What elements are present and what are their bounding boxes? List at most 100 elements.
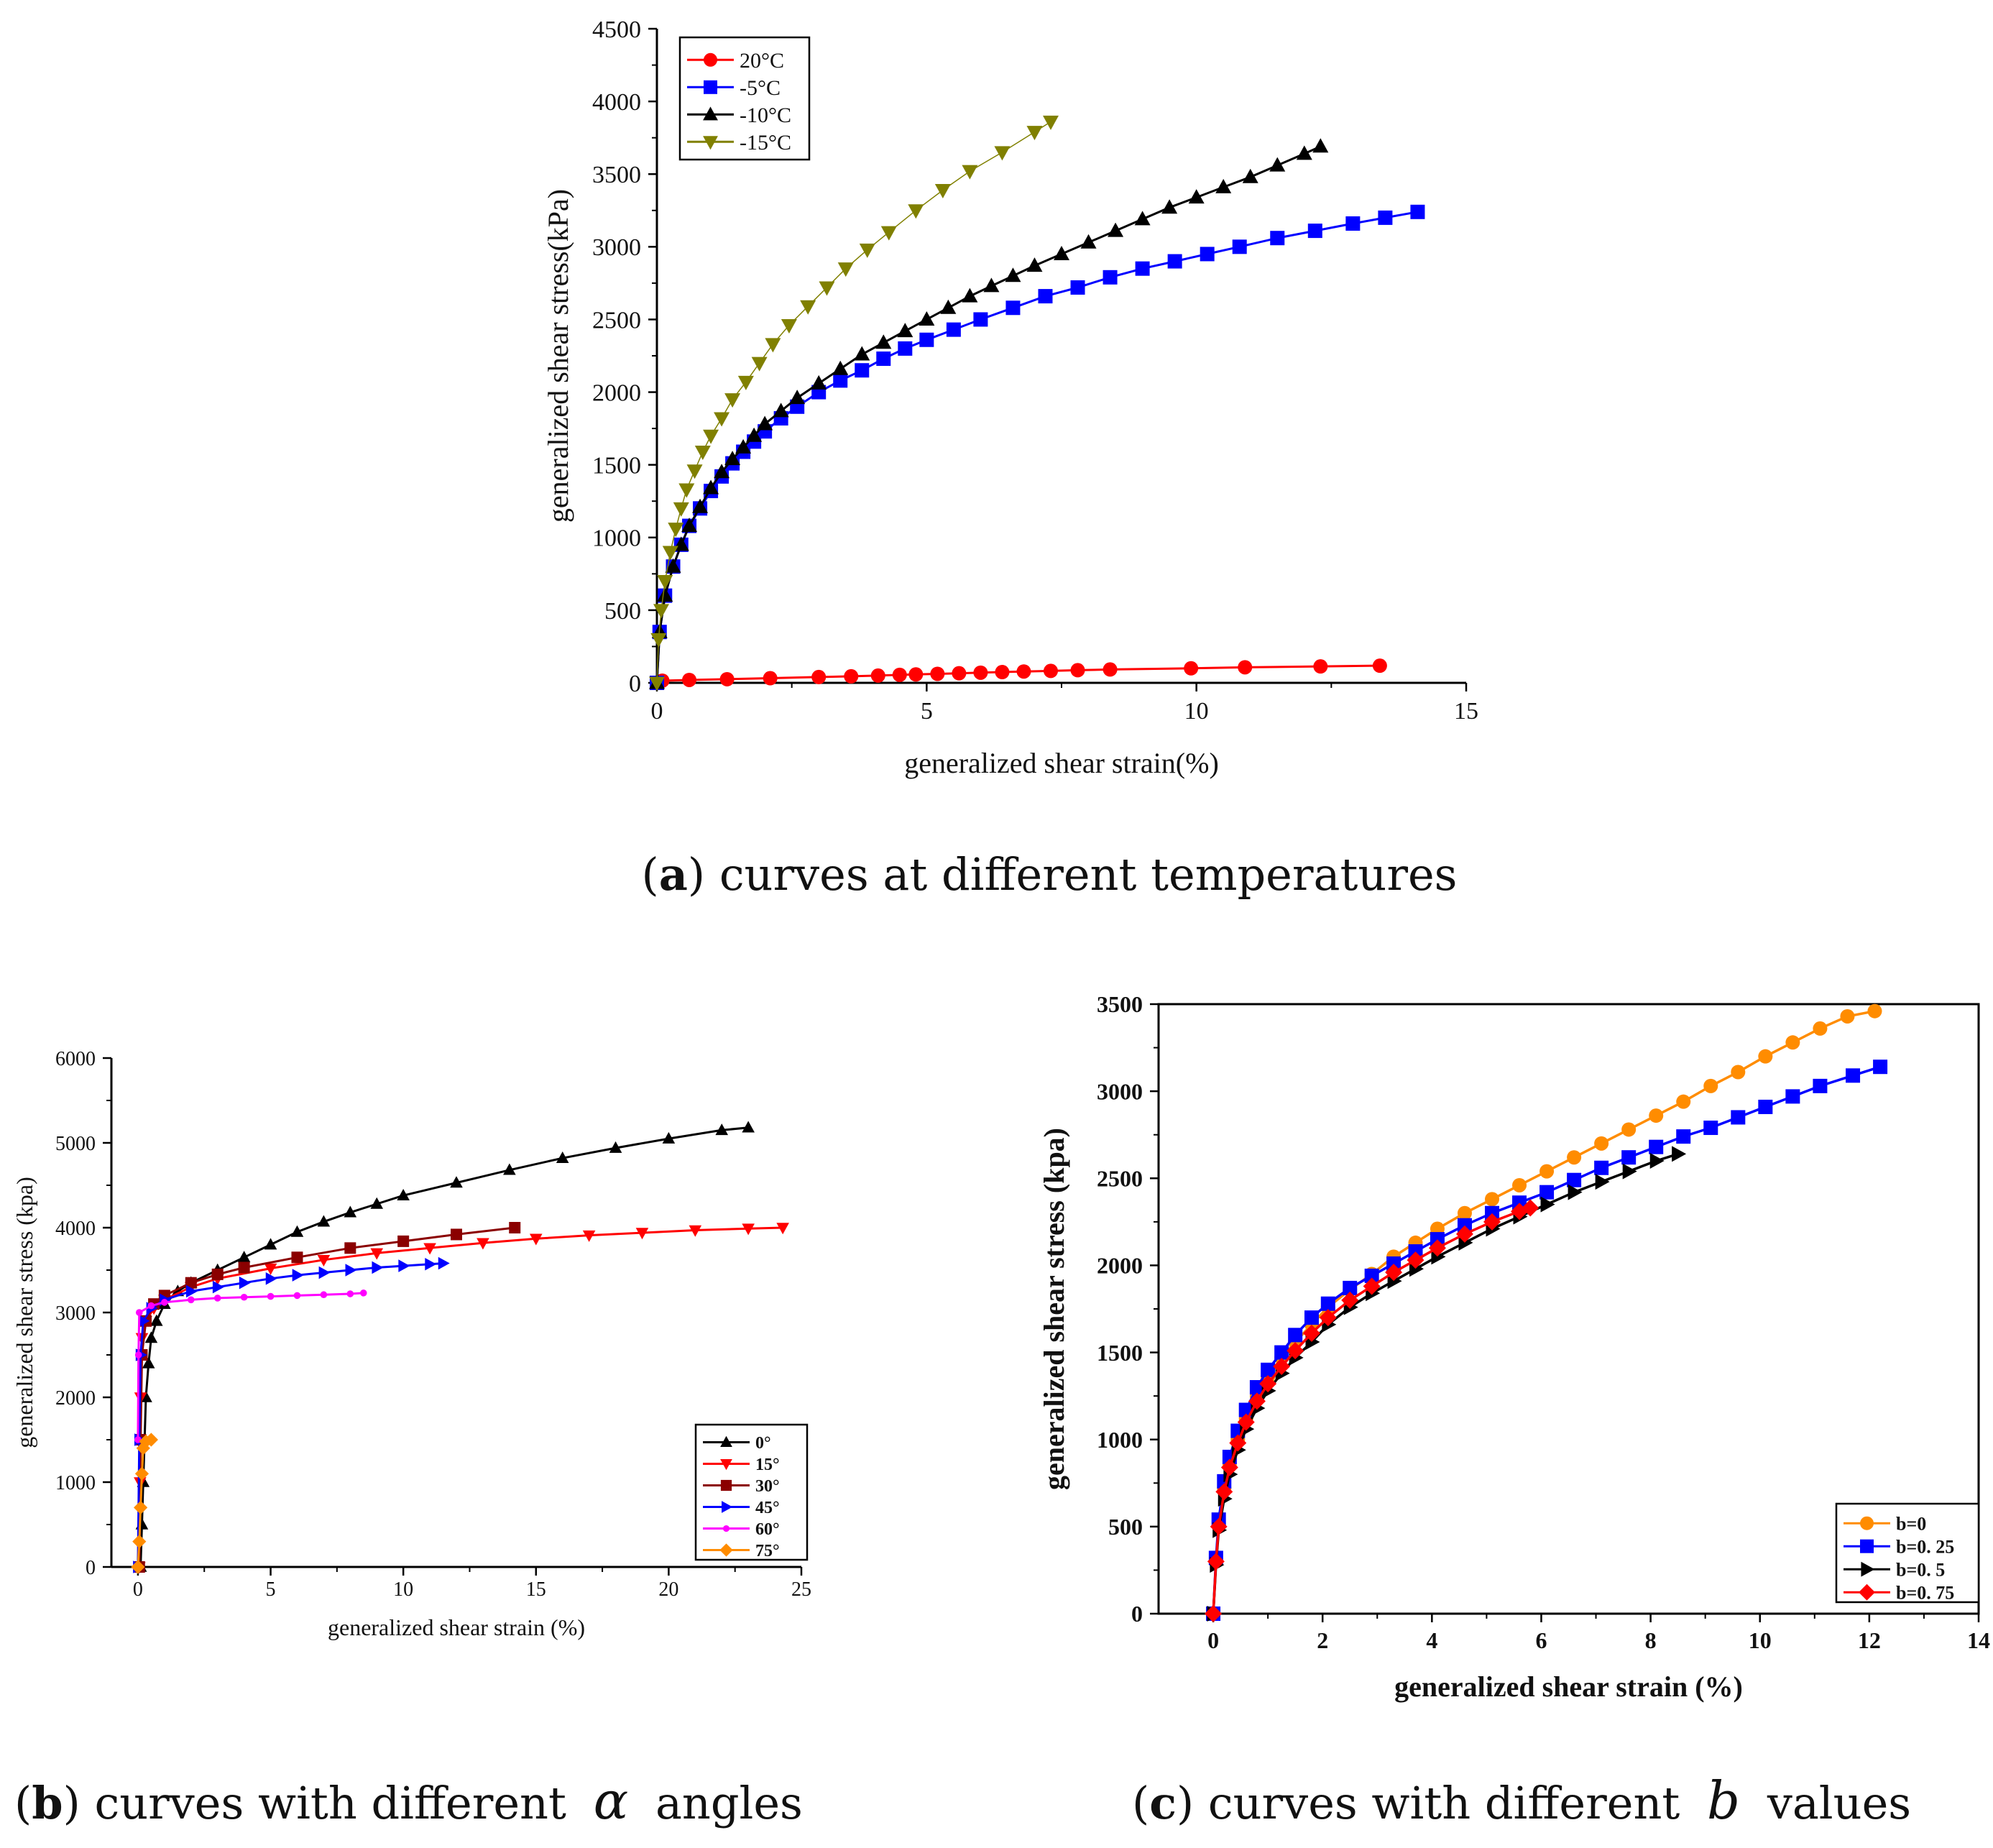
data-point: [1408, 1244, 1423, 1259]
data-point: [397, 1235, 410, 1247]
legend-label: 20°C: [740, 49, 784, 73]
x-tick-label: 15: [1454, 698, 1478, 725]
series-2: [1206, 1059, 1888, 1621]
data-point: [397, 1188, 410, 1200]
data-point: [398, 1259, 410, 1272]
caption-a: (a) curves at different temperatures: [642, 848, 1458, 901]
data-point: [213, 1295, 221, 1302]
data-point: [1428, 1239, 1446, 1257]
data-point: [1649, 1153, 1665, 1169]
data-point: [668, 523, 684, 538]
series-4: [649, 115, 1059, 691]
data-point: [908, 667, 924, 682]
data-point: [1200, 247, 1215, 262]
data-point: [1731, 1065, 1746, 1080]
legend-marker: [704, 52, 717, 67]
data-point: [800, 300, 816, 315]
data-point: [1785, 1089, 1800, 1104]
x-axis-title: generalized shear strain (%): [1394, 1670, 1743, 1703]
data-point: [789, 390, 806, 405]
data-point: [317, 1255, 331, 1267]
data-point: [665, 558, 681, 573]
data-point: [657, 574, 673, 589]
data-point: [1455, 1225, 1473, 1243]
data-point: [359, 1290, 367, 1297]
data-point: [1184, 661, 1199, 676]
data-point: [962, 288, 978, 303]
x-axis-title: generalized shear strain(%): [904, 747, 1219, 779]
data-point: [211, 1268, 224, 1280]
data-point: [662, 1131, 676, 1144]
legend-label: 30°: [755, 1477, 780, 1496]
x-tick-label: 0: [1207, 1627, 1219, 1653]
data-point: [1539, 1164, 1555, 1179]
data-point: [653, 604, 670, 619]
series-3: [1207, 1146, 1687, 1622]
data-point: [973, 665, 988, 680]
data-point: [1867, 1003, 1882, 1019]
data-point: [737, 375, 754, 390]
caption-a-letter: a: [659, 848, 688, 901]
data-point: [144, 1331, 158, 1343]
data-point: [1758, 1049, 1773, 1064]
x-tick-label: 5: [921, 698, 933, 725]
data-point: [293, 1292, 301, 1300]
x-tick-label: 2: [1317, 1627, 1328, 1653]
data-point: [686, 464, 703, 479]
data-point: [212, 1280, 224, 1294]
data-point: [1042, 115, 1059, 130]
series-3: [649, 138, 1329, 689]
series-2: [650, 204, 1425, 690]
legend-box: [678, 36, 811, 161]
data-point: [425, 1257, 437, 1271]
y-tick-label: 6000: [55, 1048, 96, 1070]
data-point: [1345, 216, 1361, 231]
data-point: [1840, 1008, 1855, 1024]
data-point: [1274, 1345, 1289, 1360]
y-tick-label: 4500: [592, 17, 641, 43]
y-tick-label: 2500: [1097, 1165, 1143, 1191]
data-point: [1385, 1264, 1403, 1282]
y-axis-title: generalized shear stress (kpa): [1038, 1128, 1070, 1490]
data-point: [875, 334, 892, 349]
data-point: [855, 363, 870, 378]
data-point: [714, 412, 730, 427]
data-point: [292, 1269, 304, 1282]
data-point: [372, 1261, 384, 1274]
data-point: [1229, 1434, 1247, 1452]
data-point: [1649, 1139, 1664, 1154]
data-point: [237, 1251, 251, 1263]
data-point: [657, 587, 673, 602]
data-point: [1270, 231, 1285, 246]
legend-label: 0°: [755, 1434, 771, 1453]
data-point: [1457, 1218, 1472, 1233]
series-1: [134, 1121, 755, 1572]
data-point: [1622, 1163, 1637, 1180]
data-point: [811, 669, 827, 684]
data-point: [290, 1225, 304, 1237]
data-point: [897, 323, 913, 338]
data-point: [529, 1233, 543, 1246]
legend-marker: [720, 1435, 732, 1447]
data-point: [908, 204, 924, 219]
caption-c-letter: c: [1149, 1777, 1177, 1829]
data-point: [876, 351, 891, 367]
data-point: [503, 1163, 516, 1175]
data-point: [1005, 267, 1021, 282]
data-point: [144, 1433, 158, 1447]
caption-b-letter: b: [32, 1777, 63, 1829]
data-point: [370, 1197, 384, 1209]
data-point: [859, 243, 875, 258]
data-point: [662, 546, 678, 561]
data-point: [673, 502, 689, 517]
series-line: [137, 1292, 364, 1440]
axes: 0 2 4 6 8 10 12 14 0 500 1000 1500 2000 2500 3000 3500: [1097, 991, 1990, 1653]
legend-label: 45°: [755, 1499, 780, 1517]
data-point: [509, 1222, 521, 1233]
data-point: [678, 483, 695, 498]
data-point: [344, 1205, 357, 1218]
data-point: [1070, 280, 1085, 295]
data-point: [898, 341, 913, 356]
data-point: [919, 332, 934, 347]
